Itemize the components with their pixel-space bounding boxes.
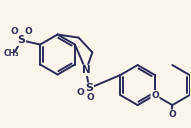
Text: O: O bbox=[11, 27, 18, 36]
Text: O: O bbox=[24, 27, 32, 36]
Text: O: O bbox=[76, 88, 84, 97]
Text: S: S bbox=[17, 35, 25, 45]
Text: O: O bbox=[87, 93, 95, 102]
Text: CH₃: CH₃ bbox=[4, 50, 19, 58]
Text: O: O bbox=[168, 110, 176, 119]
Text: O: O bbox=[151, 91, 159, 100]
Text: S: S bbox=[85, 83, 93, 93]
Text: N: N bbox=[82, 65, 90, 75]
